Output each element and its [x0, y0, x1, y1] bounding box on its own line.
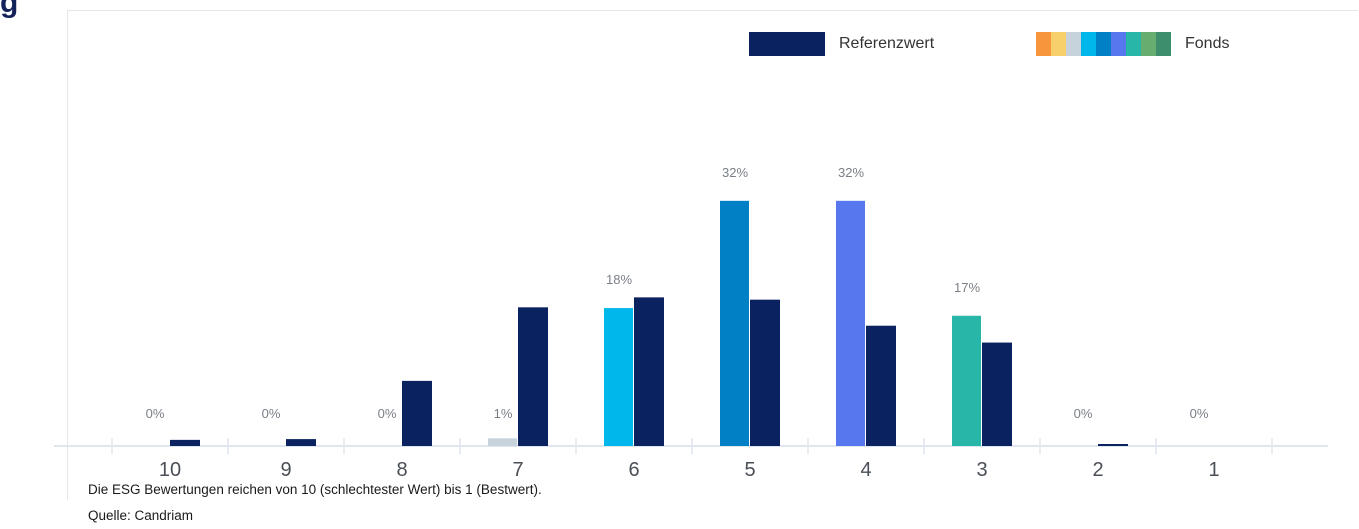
category-label-9: 9 — [280, 459, 291, 481]
fund-value-label-4: 32% — [838, 165, 864, 180]
legend-fund-color-7 — [1126, 32, 1141, 56]
source-footnote: Quelle: Candriam — [88, 508, 194, 523]
fund-bar-6 — [604, 308, 633, 446]
legend-fund-color-1 — [1036, 32, 1051, 56]
reference-bar-8 — [402, 380, 432, 446]
fund-value-label-8: 0% — [378, 406, 397, 421]
esg-rating-bar-chart: 0% 10 0% 9 0% 8 1% 7 18% 6 32% 5 32% 4 17% 3 0% 2 0% 1 — [54, 165, 1328, 481]
legend-fund: Fonds — [1036, 30, 1229, 58]
legend-reference: Referenzwert — [749, 30, 934, 58]
fund-bar-3 — [952, 315, 981, 446]
category-label-2: 2 — [1092, 459, 1103, 481]
reference-bar-5 — [750, 299, 780, 446]
category-label-6: 6 — [628, 459, 639, 481]
fund-value-label-6: 18% — [606, 272, 632, 287]
fund-bar-5 — [720, 200, 749, 446]
reference-bar-9 — [286, 439, 316, 446]
legend-fund-color-2 — [1051, 32, 1066, 56]
fund-value-label-1: 0% — [1190, 406, 1209, 421]
legend-fund-color-9 — [1156, 32, 1171, 56]
category-label-5: 5 — [744, 459, 755, 481]
category-label-3: 3 — [976, 459, 987, 481]
legend-fund-color-6 — [1111, 32, 1126, 56]
fund-value-label-10: 0% — [146, 406, 165, 421]
fund-value-label-5: 32% — [722, 165, 748, 180]
fund-value-label-7: 1% — [494, 406, 513, 421]
category-label-10: 10 — [159, 459, 181, 481]
reference-bar-10 — [170, 439, 200, 446]
legend-reference-swatch — [749, 32, 825, 56]
category-label-1: 1 — [1208, 459, 1219, 481]
section-heading-fragment: g — [0, 0, 19, 19]
reference-bar-7 — [518, 307, 548, 446]
category-label-8: 8 — [396, 459, 407, 481]
reference-bar-4 — [866, 325, 896, 446]
fund-bar-4 — [836, 200, 865, 446]
fund-value-label-2: 0% — [1074, 406, 1093, 421]
fund-value-label-9: 0% — [262, 406, 281, 421]
legend-fund-color-3 — [1066, 32, 1081, 56]
legend-fund-label: Fonds — [1185, 35, 1230, 52]
reference-bar-6 — [634, 297, 664, 446]
reference-bar-3 — [982, 342, 1012, 446]
category-label-7: 7 — [512, 459, 523, 481]
reference-bar-2 — [1098, 444, 1128, 446]
category-label-4: 4 — [860, 459, 871, 481]
chart-frame — [67, 10, 1358, 500]
scale-footnote: Die ESG Bewertungen reichen von 10 (schl… — [88, 482, 542, 497]
legend-fund-color-5 — [1096, 32, 1111, 56]
fund-bar-7 — [488, 438, 517, 446]
legend-reference-label: Referenzwert — [839, 35, 935, 52]
fund-value-label-3: 17% — [954, 280, 980, 295]
legend-fund-color-8 — [1141, 32, 1156, 56]
legend-fund-color-4 — [1081, 32, 1096, 56]
legend-fund-swatches — [1036, 32, 1171, 56]
